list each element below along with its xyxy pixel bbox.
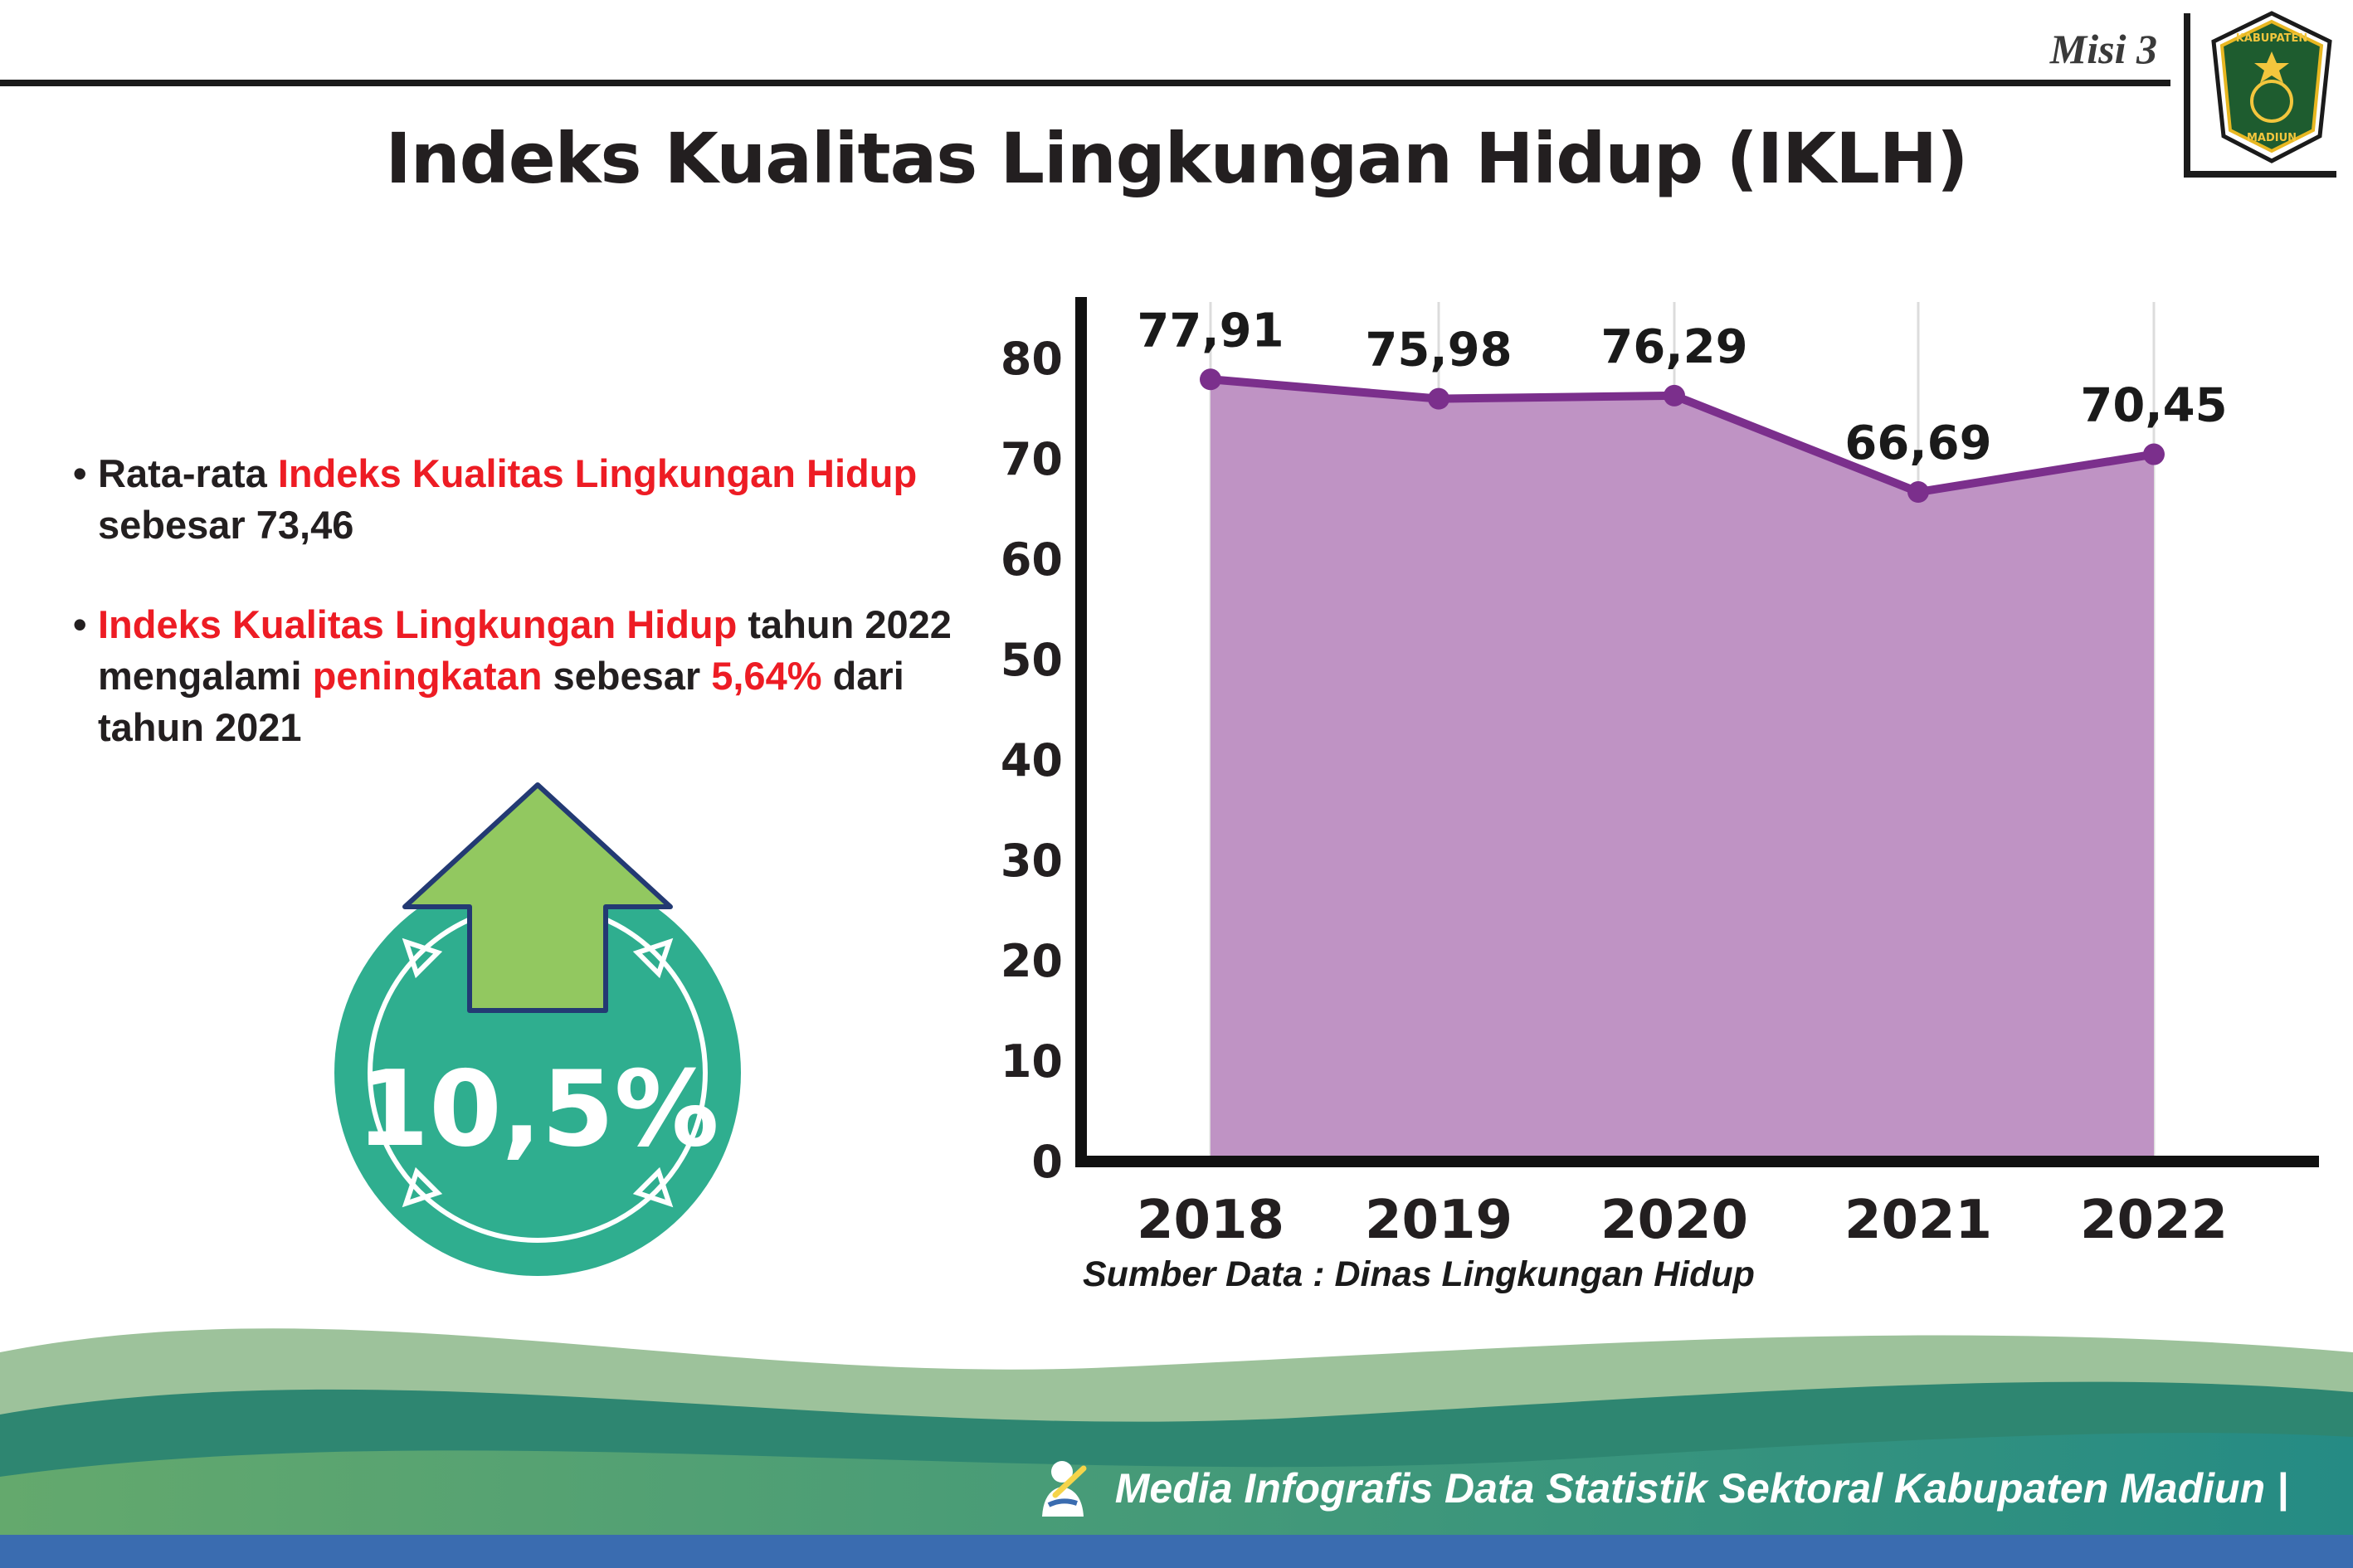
data-label: 77,91	[1137, 304, 1284, 358]
logo-star-icon	[2254, 51, 2289, 83]
bullet-item: Rata-rata Indeks Kualitas Lingkungan Hid…	[73, 448, 961, 551]
y-tick-label: 60	[1001, 533, 1063, 586]
up-arrow-icon	[402, 782, 673, 1013]
kabupaten-madiun-logo: KABUPATEN MADIUN	[2211, 11, 2332, 163]
y-tick-label: 20	[1001, 935, 1063, 987]
misi-label: Misi 3	[2049, 26, 2157, 72]
y-tick-label: 0	[1031, 1136, 1063, 1188]
badge-value: 10,5%	[356, 1048, 719, 1170]
page-title: Indeks Kualitas Lingkungan Hidup (IKLH)	[385, 118, 1969, 199]
x-tick-label: 2019	[1365, 1190, 1513, 1251]
increase-badge: 10,5%	[334, 782, 741, 1276]
header-rule	[0, 80, 2170, 86]
y-tick-label: 30	[1001, 835, 1063, 887]
y-tick-label: 50	[1001, 634, 1063, 686]
chart-point	[1907, 481, 1929, 504]
data-label: 76,29	[1600, 320, 1747, 374]
bullet-segment: sebesar	[542, 654, 712, 699]
bullet-segment: dari tahun 2021	[98, 654, 904, 750]
chart-point	[1664, 384, 1685, 407]
footer-text: Media Infografis Data Statistik Sektoral…	[1114, 1465, 2288, 1512]
bullet-segment: 5,64%	[711, 654, 822, 699]
chart-point	[1428, 387, 1449, 410]
y-tick-label: 10	[1001, 1035, 1063, 1088]
mascot-icon	[1041, 1461, 1087, 1517]
badge-circle	[334, 869, 741, 1276]
area-fill	[1211, 379, 2154, 1161]
bullet-segment: peningkatan	[312, 654, 543, 699]
logo-frame-horizontal	[2184, 171, 2336, 178]
x-tick-label: 2018	[1137, 1190, 1284, 1251]
footer-waves	[0, 1328, 2353, 1568]
source-note: Sumber Data : Dinas Lingkungan Hidup	[1083, 1254, 1755, 1294]
data-label: 70,45	[2080, 379, 2227, 433]
bullet-segment: Rata-rata	[98, 451, 278, 495]
ring-triangle-ne	[632, 937, 674, 979]
bullet-item: Indeks Kualitas Lingkungan Hidup tahun 2…	[73, 599, 961, 753]
bullet-segment: tahun 2022 mengalami	[98, 602, 952, 699]
wave-main-band	[0, 1433, 2353, 1568]
chart-point	[1200, 368, 1221, 391]
logo-text-top: KABUPATEN	[2236, 32, 2308, 45]
footer-caption: Media Infografis Data Statistik Sektoral…	[1027, 1454, 2288, 1523]
y-tick-label: 80	[1001, 333, 1063, 385]
x-tick-label: 2020	[1600, 1190, 1748, 1251]
iklh-area-chart: 77,91 75,98 76,29 66,69 70,45 0 10 20 30 40 50 60 70…	[1001, 297, 2319, 1251]
logo-text-bottom: MADIUN	[2247, 132, 2297, 144]
data-label: 75,98	[1365, 324, 1512, 377]
footer-blue-strip	[0, 1535, 2353, 1568]
bullet-segment: sebesar 73,46	[98, 503, 354, 548]
y-tick-label: 40	[1001, 734, 1063, 786]
logo-frame-vertical	[2184, 13, 2190, 178]
bullet-segment: Indeks Kualitas Lingkungan Hidup	[98, 602, 738, 647]
y-tick-label: 70	[1001, 433, 1063, 485]
data-label: 66,69	[1844, 416, 1991, 470]
ring-triangle-se	[632, 1166, 674, 1208]
x-tick-label: 2021	[1844, 1190, 1992, 1251]
bullet-segment: Indeks Kualitas Lingkungan Hidup	[277, 451, 918, 495]
ring-triangle-sw	[402, 1166, 443, 1208]
chart-point	[2143, 443, 2165, 465]
iklh-chart-area: 77,91 75,98 76,29 66,69 70,45 0 10 20 30 40 50 60 70…	[946, 274, 2348, 1352]
bullet-list: Rata-rata Indeks Kualitas Lingkungan Hid…	[73, 448, 961, 801]
x-tick-label: 2022	[2080, 1190, 2228, 1251]
ring-triangle-nw	[402, 937, 443, 979]
